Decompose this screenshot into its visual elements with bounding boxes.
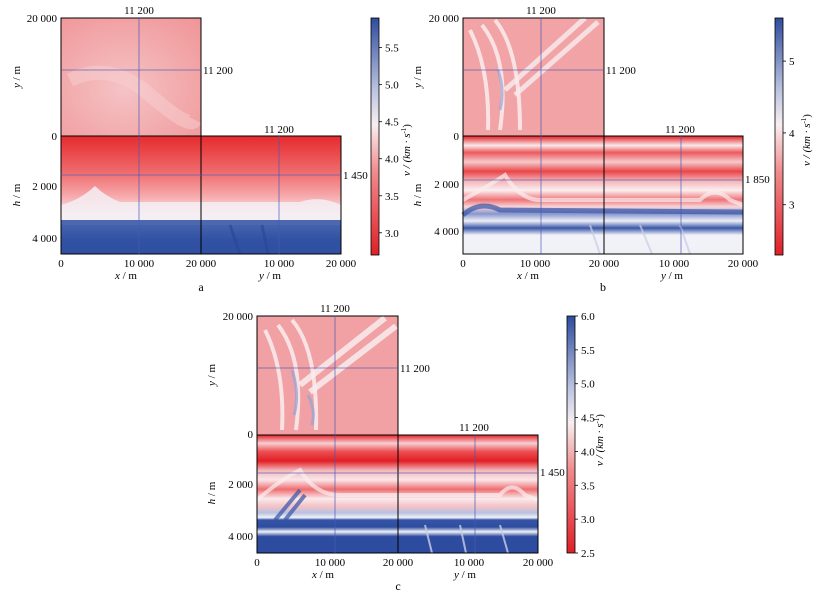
colorbar-tick-label: 5	[789, 56, 795, 68]
panel-a: 11 200 11 200 11 200 1 450 20 000 0 2 00…	[11, 5, 413, 294]
panel-c-colorbar-label: v / (km · s-1)	[593, 414, 606, 466]
panel-a-x-tick-0: 0	[58, 258, 64, 270]
panel-a-slice-bottom-y: 11 200	[264, 124, 294, 136]
panel-c: 11 200 11 200 11 200 1 450 20 000 0 2 00…	[206, 303, 606, 593]
panel-c-colorbar	[566, 315, 576, 554]
panel-b-y-tick-20000: 20 000	[429, 13, 460, 25]
panel-c-h-tick-2000: 2 000	[228, 479, 253, 491]
colorbar-tick-label: 5.0	[385, 80, 399, 92]
panel-a-y2-tick-20000: 20 000	[326, 258, 357, 270]
panel-c-slice-bottom-y: 11 200	[459, 422, 489, 434]
panel-c-y-tick-20000: 20 000	[223, 311, 254, 323]
panel-c-y-label: y / m	[206, 364, 218, 387]
panel-a-slice-top-y: 11 200	[203, 65, 233, 77]
panel-a-h-tick-4000: 4 000	[32, 233, 57, 245]
panel-b-x-tick-10000: 10 000	[520, 258, 551, 270]
colorbar-tick-label: 3.0	[385, 228, 399, 240]
panel-b-caption: b	[600, 280, 606, 294]
colorbar-tick-label: 4.5	[581, 413, 595, 425]
panel-c-y2-tick-20000: 20 000	[523, 557, 554, 569]
panel-a-y-label: y / m	[11, 66, 23, 89]
panel-a-x-label: x / m	[114, 270, 137, 282]
colorbar-tick-label: 4.0	[385, 154, 399, 166]
panel-b-h-label: h / m	[412, 183, 424, 206]
panel-b-x-label: x / m	[516, 270, 539, 282]
panel-a-slice-top-x: 11 200	[124, 5, 154, 17]
panel-b: 11 200 11 200 11 200 1 850 20 000 0 2 00…	[412, 5, 813, 294]
colorbar-tick-label: 5.5	[581, 345, 595, 357]
panel-b-y-label: y / m	[412, 66, 424, 89]
panel-c-x-tick-0: 0	[254, 557, 260, 569]
panel-c-h-label: h / m	[206, 481, 218, 504]
panel-a-h-label: h / m	[11, 183, 23, 206]
colorbar-tick-label: 3	[789, 200, 795, 212]
panel-b-x-tick-0: 0	[460, 258, 466, 270]
panel-a-x-tick-10000: 10 000	[124, 258, 155, 270]
colorbar-tick-label: 4.5	[385, 117, 399, 129]
panel-c-slice-top-x: 11 200	[320, 303, 350, 315]
panel-c-caption: c	[395, 579, 400, 593]
panel-b-colorbar	[774, 17, 784, 256]
panel-a-y2-tick-10000: 10 000	[264, 258, 295, 270]
panel-c-x-tick-20000: 20 000	[383, 557, 414, 569]
colorbar-tick-label: 6.0	[581, 311, 595, 323]
colorbar-tick-label: 4	[789, 128, 795, 140]
panel-c-slice-depth: 1 450	[540, 467, 565, 479]
colorbar-tick-label: 5.0	[581, 379, 595, 391]
colorbar-tick-label: 5.5	[385, 43, 399, 55]
colorbar-tick-label: 3.5	[581, 480, 595, 492]
panel-c-h-tick-4000: 4 000	[228, 531, 253, 543]
panel-a-h-tick-2000: 2 000	[32, 181, 57, 193]
panel-a-y2-label: y / m	[258, 270, 281, 282]
colorbar-tick-label: 4.0	[581, 446, 595, 458]
panel-b-h-tick-2000: 2 000	[434, 179, 459, 191]
panel-b-y2-tick-10000: 10 000	[659, 258, 690, 270]
panel-a-x-tick-20000: 20 000	[186, 258, 217, 270]
panel-c-y-tick-0: 0	[248, 429, 254, 441]
colorbar-tick-label: 3.5	[385, 191, 399, 203]
colorbar-tick-label: 3.0	[581, 514, 595, 526]
colorbar-tick-label: 2.5	[581, 548, 595, 560]
panel-b-x-tick-20000: 20 000	[589, 258, 620, 270]
panel-b-y2-label: y / m	[660, 270, 683, 282]
panel-a-y-tick-20000: 20 000	[27, 13, 58, 25]
panel-a-colorbar	[370, 17, 380, 256]
panel-c-y2-label: y / m	[453, 569, 476, 581]
panel-b-slice-bottom-y: 11 200	[665, 124, 695, 136]
panel-a-caption: a	[198, 280, 204, 294]
panel-b-section-view	[463, 136, 743, 254]
panel-b-y2-tick-20000: 20 000	[728, 258, 759, 270]
panel-b-colorbar-label: v / (km · s-1)	[800, 114, 813, 166]
panel-c-slice-top-y: 11 200	[400, 363, 430, 375]
panel-c-x-tick-10000: 10 000	[315, 557, 346, 569]
panel-c-y2-tick-10000: 10 000	[454, 557, 485, 569]
panel-a-colorbar-label: v / (km · s-1)	[400, 124, 413, 176]
panel-b-h-tick-4000: 4 000	[434, 226, 459, 238]
panel-c-x-label: x / m	[311, 569, 334, 581]
panel-b-y-tick-0: 0	[454, 131, 460, 143]
panel-b-slice-top-y: 11 200	[606, 65, 636, 77]
panel-b-slice-depth: 1 850	[745, 174, 770, 186]
panel-c-colorbar-ticks: 6.0 5.5 5.0 4.5 4.0 3.5 3.0 2.5	[575, 311, 595, 560]
panel-a-y-tick-0: 0	[52, 131, 58, 143]
panel-a-colorbar-ticks: 5.5 5.0 4.5 4.0 3.5 3.0	[379, 43, 399, 240]
panel-b-colorbar-ticks: 5 4 3	[783, 56, 795, 212]
panel-b-slice-top-x: 11 200	[526, 5, 556, 17]
panel-a-slice-depth: 1 450	[343, 170, 368, 182]
